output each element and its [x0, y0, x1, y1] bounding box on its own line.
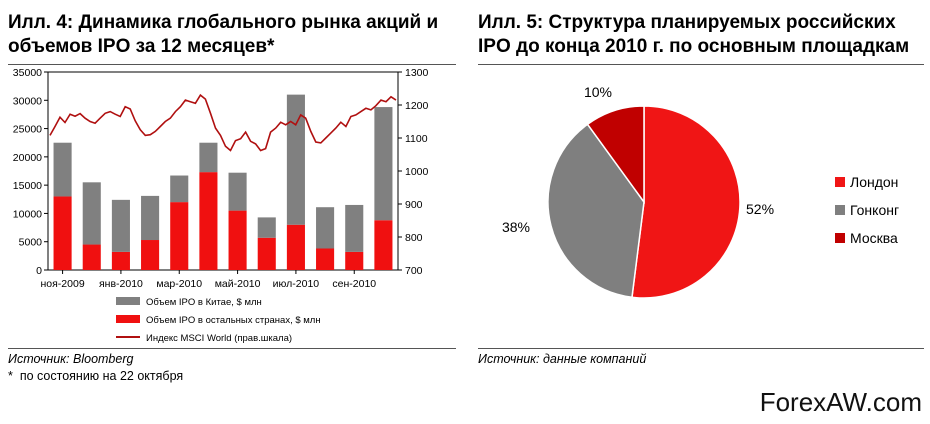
y2-tick-label: 1300 [405, 67, 429, 79]
y2-tick-label: 1200 [405, 100, 429, 112]
pie-value-label: 38% [502, 219, 530, 235]
right-bottom-rule [478, 348, 924, 349]
x-tick-label: ноя-2009 [40, 278, 84, 290]
bar-china [374, 107, 393, 221]
bar-china [170, 175, 189, 203]
y2-tick-label: 1100 [405, 133, 428, 145]
left-chart-title: Илл. 4: Динамика глобального рынка акций… [8, 12, 439, 57]
right-source: Источник: данные компаний [478, 352, 647, 366]
bar-china [228, 172, 247, 211]
y2-tick-label: 900 [405, 199, 423, 211]
bar-other-countries [53, 196, 72, 270]
x-tick-label: янв-2010 [99, 278, 143, 290]
pie-value-label: 52% [746, 201, 774, 217]
bar-china [141, 195, 160, 241]
y-tick-label: 20000 [13, 152, 42, 164]
legend-label-1: Лондон [850, 174, 898, 190]
bar-other-countries [228, 210, 247, 270]
y-tick-label: 25000 [13, 124, 42, 136]
watermark: ForexAW.com [759, 387, 922, 417]
bar-china [53, 142, 72, 197]
left-title-rule [8, 64, 456, 65]
pie-slice-2 [547, 123, 645, 299]
bar-china [257, 217, 276, 238]
bar-china [316, 207, 335, 249]
x-tick-label: июл-2010 [273, 278, 320, 290]
legend-swatch-3 [835, 233, 845, 243]
y-tick-label: 35000 [13, 67, 42, 79]
right-chart-title: Илл. 5: Структура планируемых российских… [478, 12, 910, 57]
bar-other-countries [286, 224, 305, 270]
legend-msci-world-label: Индекс MSCI World (прав.шкала) [146, 333, 292, 344]
legend-label-2: Гонконг [850, 202, 899, 218]
y-tick-label: 0 [36, 265, 42, 277]
legend-swatch-1 [835, 177, 845, 187]
bar-other-countries [345, 251, 364, 270]
bar-china [111, 199, 130, 252]
bar-other-countries [170, 202, 189, 270]
footnote-text: по состоянию на 22 октября [19, 369, 184, 383]
x-tick-label: сен-2010 [332, 278, 376, 290]
x-tick-label: мар-2010 [156, 278, 202, 290]
y2-tick-label: 800 [405, 232, 423, 244]
footnote-marker: * [8, 369, 13, 383]
legend-swatch-2 [835, 205, 845, 215]
y2-tick-label: 1000 [405, 166, 429, 178]
left-footnote: * по состоянию на 22 октября [8, 369, 183, 384]
ipo-pie-chart: 52% 38% 10% Лондон Гонконг Москва [502, 84, 899, 299]
pie-value-label: 10% [584, 84, 612, 100]
y-tick-label: 15000 [13, 180, 42, 192]
bar-other-countries [82, 244, 101, 270]
bar-other-countries [199, 172, 218, 270]
bar-other-countries [111, 251, 130, 270]
x-tick-label: май-2010 [215, 278, 261, 290]
bar-other-countries [257, 237, 276, 270]
y2-tick-label: 700 [405, 265, 423, 277]
legend-other-countries-swatch [116, 315, 140, 323]
legend-other-countries-label: Объем IPO в остальных странах, $ млн [146, 315, 321, 326]
left-source: Источник: Bloomberg [8, 352, 134, 366]
legend-china-label: Объем IPO в Китае, $ млн [146, 297, 262, 308]
pie-slice-1 [631, 105, 741, 299]
bar-china [199, 142, 218, 173]
y-tick-label: 5000 [19, 237, 43, 249]
bar-other-countries [316, 248, 335, 270]
legend-china-swatch [116, 297, 140, 305]
pie-slice-3 [586, 105, 645, 205]
legend-label-3: Москва [850, 230, 898, 246]
bar-other-countries [374, 220, 393, 270]
y-tick-label: 30000 [13, 95, 42, 107]
bar-china [345, 204, 364, 252]
right-title-rule [478, 64, 924, 65]
bar-other-countries [141, 240, 160, 270]
y-tick-label: 10000 [13, 208, 42, 220]
bar-china [286, 94, 305, 225]
msci-world-line [49, 93, 397, 152]
ipo-bar-chart: 0 5000 10000 15000 20000 25000 30000 35000 700 80… [13, 67, 429, 344]
left-bottom-rule [8, 348, 456, 349]
bar-china [82, 182, 101, 245]
